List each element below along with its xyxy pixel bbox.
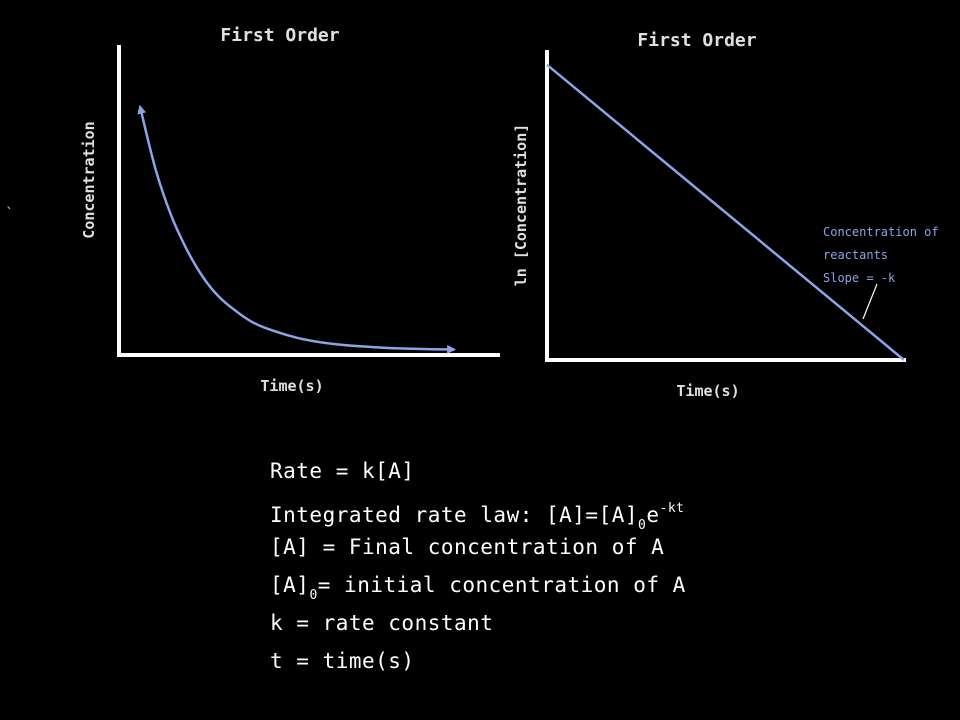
formula-integrated-subscript: 0: [638, 518, 647, 533]
formula-k: k = rate constant: [270, 604, 686, 642]
formula-rate-text: Rate = k[A]: [270, 459, 415, 483]
formula-final-text: [A] = Final concentration of A: [270, 535, 665, 559]
annotation-line-3: Slope = -k: [823, 271, 896, 285]
chart-left: First Order Concentration Time(s): [80, 25, 500, 395]
chart-right-title: First Order: [637, 30, 756, 51]
formula-t-text: t = time(s): [270, 649, 415, 673]
stray-mark: `: [6, 206, 13, 222]
formula-rate: Rate = k[A]: [270, 452, 686, 490]
chart-right-xlabel: Time(s): [676, 382, 739, 400]
formula-initial: [A]0= initial concentration of A: [270, 566, 686, 604]
chart-right-series-line: [546, 63, 905, 361]
formula-integrated: Integrated rate law: [A]=[A]0e-kt: [270, 490, 686, 533]
chart-right-annotation: Concentration of reactants Slope = -k: [823, 225, 939, 320]
formula-integrated-prefix: Integrated rate law: [A]=[A]: [270, 503, 639, 527]
formula-initial-suffix: = initial concentration of A: [317, 573, 686, 597]
chart-left-xlabel: Time(s): [260, 377, 323, 395]
formula-k-text: k = rate constant: [270, 611, 494, 635]
formula-initial-prefix: [A]: [270, 573, 310, 597]
chart-left-series-line: [137, 104, 457, 354]
annotation-pointer: [862, 283, 878, 320]
formula-t: t = time(s): [270, 642, 686, 680]
annotation-line-1: Concentration of: [823, 225, 939, 239]
chart-right-ylabel: ln [Concentration]: [512, 124, 530, 287]
formula-final: [A] = Final concentration of A: [270, 528, 686, 566]
formula-initial-subscript: 0: [309, 588, 318, 603]
chart-right: First Order ln [Concentration] Time(s) C…: [512, 30, 939, 400]
formula-integrated-exponent: -kt: [659, 501, 685, 516]
chart-left-ylabel: Concentration: [80, 121, 98, 238]
annotation-line-2: reactants: [823, 248, 888, 262]
formula-integrated-e: e: [646, 503, 660, 527]
chart-left-title: First Order: [220, 25, 339, 46]
formula-block: Rate = k[A] Integrated rate law: [A]=[A]…: [270, 452, 686, 680]
